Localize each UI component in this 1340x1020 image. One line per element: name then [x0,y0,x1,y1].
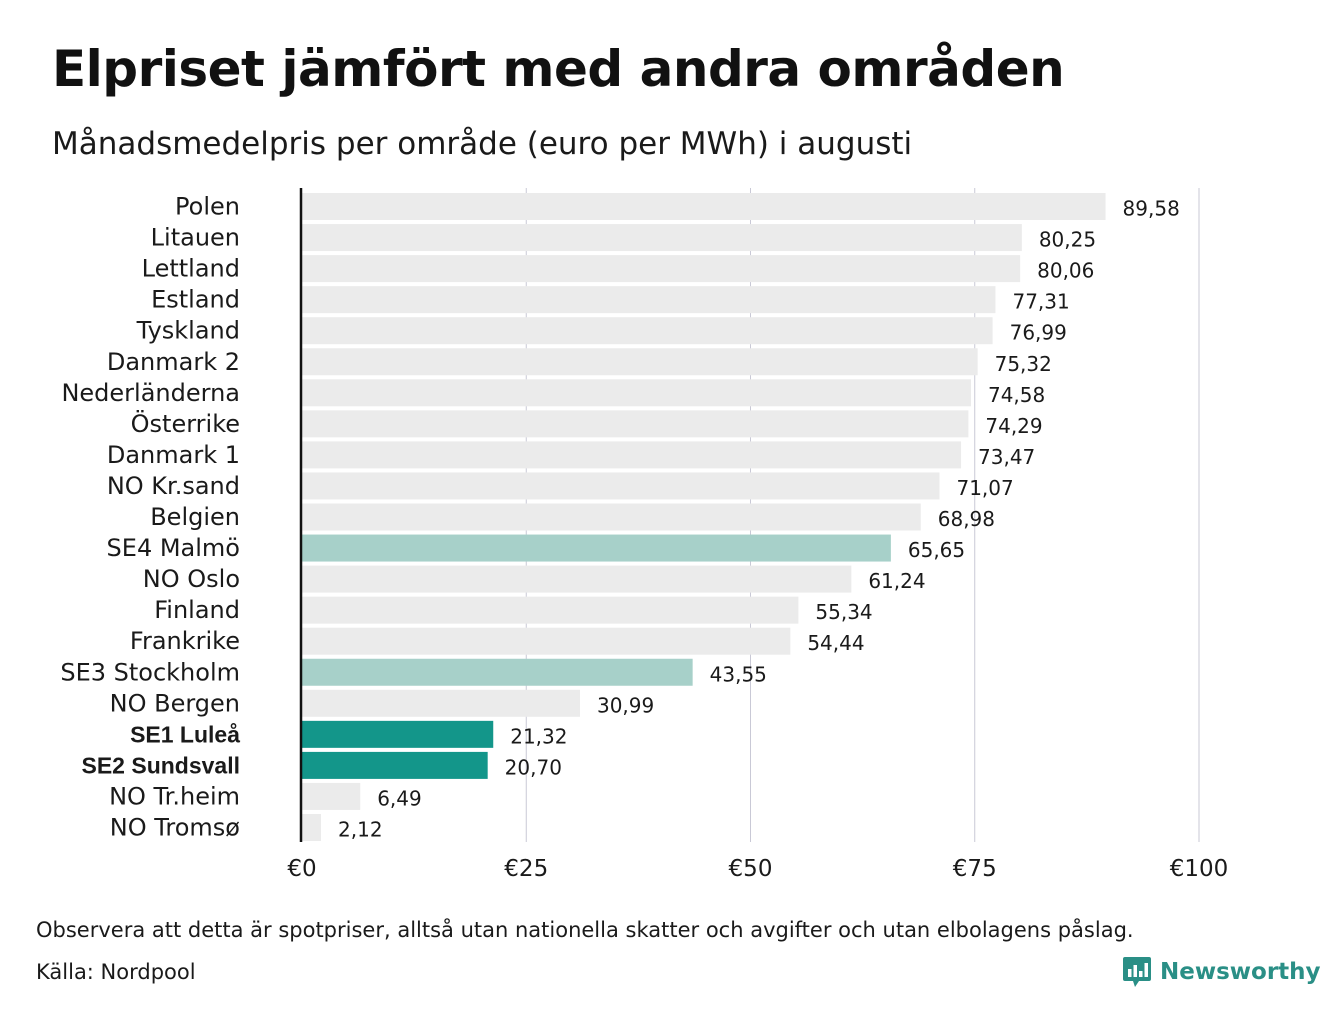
value-label-20: 2,12 [338,818,383,842]
bar-17 [302,720,494,748]
category-label-14: Frankrike [130,627,240,655]
value-label-2: 80,06 [1037,259,1094,283]
bar-8 [302,441,962,469]
value-label-15: 43,55 [710,662,767,686]
category-label-16: NO Bergen [110,689,240,717]
category-label-18: SE2 Sundsvall [81,752,240,778]
category-label-1: Litauen [151,224,240,252]
newsworthy-logo-icon [1123,957,1151,987]
bar-11 [302,534,891,562]
value-label-4: 76,99 [1010,321,1067,345]
x-tick-label-75: €75 [953,856,997,882]
x-tick-label-25: €25 [504,856,548,882]
bar-18 [302,751,488,779]
x-tick-label-50: €50 [729,856,773,882]
value-label-0: 89,58 [1123,197,1180,221]
category-labels: Polen Litauen Lettland Estland Tyskland Danma… [60,193,240,842]
bars [302,193,1106,841]
bar-10 [302,503,921,531]
value-label-19: 6,49 [377,786,422,810]
x-axis-ticks: €0 €25 €50 €75 €100 [287,856,1228,882]
bar-9 [302,472,940,500]
chart-subtitle: Månadsmedelpris per område (euro per MWh… [52,126,913,162]
value-label-16: 30,99 [597,693,654,717]
footer-note: Observera att detta är spotpriser, allts… [36,918,1134,942]
category-label-17: SE1 Luleå [130,721,240,747]
category-label-20: NO Tromsø [110,814,240,842]
category-label-7: Österrike [131,409,240,438]
value-label-7: 74,29 [985,414,1042,438]
category-label-6: Nederländerna [61,379,240,407]
category-label-3: Estland [151,286,240,314]
bar-4 [302,317,993,345]
bar-3 [302,286,996,314]
value-labels: 89,58 80,25 80,06 77,31 76,99 75,32 74,58 74,29… [338,197,1180,842]
category-label-5: Danmark 2 [107,348,240,376]
category-label-2: Lettland [142,255,240,283]
value-label-18: 20,70 [505,755,562,779]
value-label-8: 73,47 [978,445,1035,469]
value-label-12: 61,24 [868,569,925,593]
footer-source: Källa: Nordpool [36,960,196,984]
x-tick-label-100: €100 [1170,856,1229,882]
bar-19 [302,782,361,810]
value-label-9: 71,07 [956,476,1013,500]
value-label-6: 74,58 [988,383,1045,407]
category-label-4: Tyskland [136,317,240,345]
bar-6 [302,379,971,407]
bar-15 [302,658,693,686]
bar-12 [302,565,852,593]
chart-title: Elpriset jämfört med andra områden [52,40,1065,98]
bar-1 [302,224,1022,252]
category-label-13: Finland [154,596,240,624]
category-label-12: NO Oslo [143,565,240,593]
bar-13 [302,596,799,624]
value-label-13: 55,34 [815,600,872,624]
value-label-10: 68,98 [938,507,995,531]
category-label-15: SE3 Stockholm [60,658,240,686]
category-label-10: Belgien [150,503,240,531]
bar-0 [302,193,1106,220]
value-label-11: 65,65 [908,538,965,562]
value-label-5: 75,32 [995,352,1052,376]
value-label-14: 54,44 [807,631,864,655]
bar-16 [302,689,580,717]
value-label-1: 80,25 [1039,228,1096,252]
bar-5 [302,348,978,376]
category-label-0: Polen [175,193,240,221]
value-label-17: 21,32 [510,724,567,748]
brand-name: Newsworthy [1160,959,1321,985]
value-label-3: 77,31 [1012,290,1069,314]
bar-7 [302,410,969,438]
x-tick-label-0: €0 [287,856,316,882]
category-label-9: NO Kr.sand [107,472,240,500]
brand-logo: Newsworthy [1122,955,1321,989]
bar-14 [302,627,791,655]
bar-2 [302,255,1021,283]
category-label-19: NO Tr.heim [109,782,240,810]
category-label-11: SE4 Malmö [107,534,240,562]
category-label-8: Danmark 1 [107,441,240,469]
bar-20 [302,814,322,841]
bar-chart: Polen Litauen Lettland Estland Tyskland Danma… [60,188,1228,882]
